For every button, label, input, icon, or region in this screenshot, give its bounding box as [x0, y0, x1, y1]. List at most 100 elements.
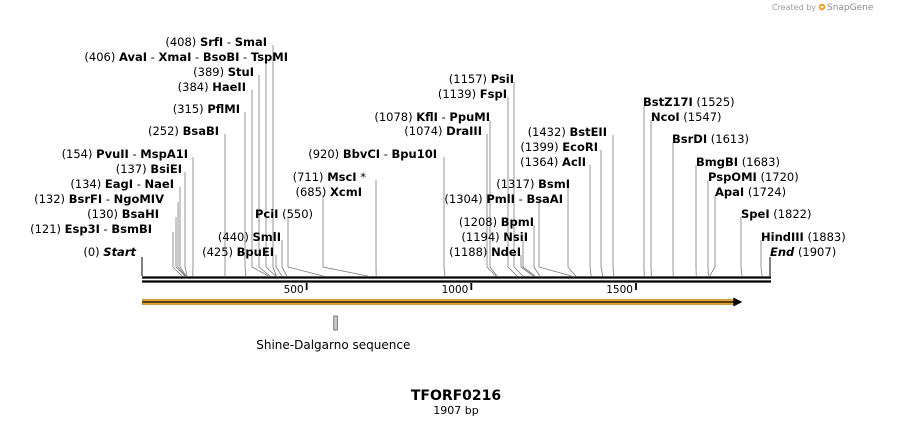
enzyme-name[interactable]: BstEII: [569, 125, 607, 139]
enzyme-name[interactable]: Bpu10I: [392, 147, 437, 161]
site-label-bmgbi[interactable]: BmgBI (1683): [696, 155, 780, 169]
enzyme-name[interactable]: NaeI: [145, 177, 174, 191]
site-label-pspomi[interactable]: PspOMI (1720): [708, 170, 799, 184]
enzyme-name[interactable]: BpuEI: [237, 245, 274, 259]
enzyme-name[interactable]: BsoBI: [203, 50, 240, 64]
site-label-xcmi[interactable]: (685) XcmI: [295, 185, 362, 199]
site-label-acli[interactable]: (1364) AclI: [520, 155, 586, 169]
site-label-eagi[interactable]: (134) EagI - NaeI: [70, 177, 174, 191]
enzyme-name[interactable]: XcmI: [330, 185, 362, 199]
site-label-kfli[interactable]: (1078) KflI - PpuMI: [374, 110, 490, 124]
enzyme-name[interactable]: BsaAI: [526, 192, 563, 206]
enzyme-name[interactable]: XmaI: [158, 50, 191, 64]
feature-box[interactable]: [333, 315, 338, 331]
enzyme-name[interactable]: End: [770, 245, 795, 259]
enzyme-name[interactable]: PciI: [255, 207, 278, 221]
enzyme-name[interactable]: SmaI: [235, 35, 267, 49]
enzyme-name[interactable]: AvaI: [119, 50, 147, 64]
enzyme-name[interactable]: BsrFI: [69, 192, 102, 206]
site-label-smli[interactable]: (440) SmlI: [218, 230, 281, 244]
enzyme-name[interactable]: Esp3I: [65, 222, 100, 236]
enzyme-name[interactable]: PspOMI: [708, 170, 757, 184]
site-label-stui[interactable]: (389) StuI: [193, 65, 254, 79]
site-label-avai[interactable]: (406) AvaI - XmaI - BsoBI - TspMI: [84, 50, 288, 64]
site-label-bsabi[interactable]: (252) BsaBI: [148, 124, 219, 138]
enzyme-name[interactable]: PpuMI: [449, 110, 490, 124]
site-label-psii[interactable]: (1157) PsiI: [449, 72, 514, 86]
enzyme-name[interactable]: StuI: [228, 65, 254, 79]
enzyme-name[interactable]: PmlI: [486, 192, 515, 206]
enzyme-name[interactable]: FspI: [480, 87, 507, 101]
site-position: (1432): [528, 125, 566, 139]
enzyme-name[interactable]: BsrDI: [672, 132, 707, 146]
site-label-pflmi[interactable]: (315) PflMI: [173, 102, 240, 116]
site-label-spei[interactable]: SpeI (1822): [741, 207, 812, 221]
enzyme-name[interactable]: NcoI: [651, 110, 680, 124]
enzyme-name[interactable]: HaeII: [212, 80, 246, 94]
site-label-pvuii[interactable]: (154) PvuII - MspA1I: [62, 147, 188, 161]
site-label-start[interactable]: (0) Start: [83, 245, 136, 259]
site-label-bsiei[interactable]: (137) BsiEI: [116, 162, 182, 176]
enzyme-name[interactable]: NdeI: [491, 245, 521, 259]
enzyme-name[interactable]: BsaBI: [183, 124, 219, 138]
enzyme-name[interactable]: BstZ17I: [643, 95, 693, 109]
enzyme-name[interactable]: SrfI: [200, 35, 223, 49]
site-label-hindiii[interactable]: HindIII (1883): [761, 230, 846, 244]
site-position: (1364): [520, 155, 558, 169]
enzyme-name[interactable]: BsmI: [538, 177, 570, 191]
enzyme-name[interactable]: ApaI: [715, 185, 744, 199]
enzyme-name[interactable]: SmlI: [253, 230, 282, 244]
site-label-haeii[interactable]: (384) HaeII: [178, 80, 246, 94]
site-label-ncoi[interactable]: NcoI (1547): [651, 110, 722, 124]
site-label-bsmi[interactable]: (1317) BsmI: [496, 177, 570, 191]
enzyme-name[interactable]: SpeI: [741, 207, 770, 221]
site-label-bsahi[interactable]: (130) BsaHI: [87, 207, 159, 221]
enzyme-name[interactable]: PvuII: [96, 147, 129, 161]
enzyme-name[interactable]: BbvCI: [343, 147, 380, 161]
site-label-esp3i[interactable]: (121) Esp3I - BsmBI: [30, 222, 152, 236]
site-label-srfi[interactable]: (408) SrfI - SmaI: [165, 35, 267, 49]
enzyme-name[interactable]: PflMI: [207, 102, 240, 116]
site-label-bpmi[interactable]: (1208) BpmI: [459, 215, 534, 229]
enzyme-name[interactable]: BsaHI: [122, 207, 159, 221]
enzyme-name[interactable]: BsmBI: [111, 222, 152, 236]
enzyme-name[interactable]: EcoRI: [562, 140, 598, 154]
site-label-pmli[interactable]: (1304) PmlI - BsaAI: [444, 192, 563, 206]
enzyme-name[interactable]: MscI: [327, 170, 356, 184]
enzyme-name[interactable]: NgoMIV: [114, 192, 164, 206]
site-label-ecori[interactable]: (1399) EcoRI: [520, 140, 598, 154]
enzyme-name[interactable]: KflI: [416, 110, 438, 124]
site-position: (440): [218, 230, 249, 244]
enzyme-name[interactable]: Start: [103, 245, 136, 259]
enzyme-name[interactable]: HindIII: [761, 230, 804, 244]
site-label-end[interactable]: End (1907): [770, 245, 836, 259]
site-label-bbvci[interactable]: (920) BbvCI - Bpu10I: [308, 147, 437, 161]
site-label-draiii[interactable]: (1074) DraIII: [404, 124, 482, 138]
enzyme-name[interactable]: TspMI: [251, 50, 288, 64]
enzyme-name[interactable]: PsiI: [491, 72, 514, 86]
enzyme-name[interactable]: EagI: [105, 177, 133, 191]
leader-line-pcii: [287, 217, 324, 277]
enzyme-name[interactable]: NsiI: [503, 230, 528, 244]
site-label-pcii[interactable]: PciI (550): [255, 207, 313, 221]
enzyme-name[interactable]: BmgBI: [696, 155, 738, 169]
site-label-bsrdi[interactable]: BsrDI (1613): [672, 132, 749, 146]
site-label-bstz17i[interactable]: BstZ17I (1525): [643, 95, 735, 109]
site-label-nsii[interactable]: (1194) NsiI: [461, 230, 528, 244]
leader-line-psii: [513, 82, 524, 277]
enzyme-name[interactable]: MspA1I: [140, 147, 188, 161]
enzyme-name[interactable]: AclI: [562, 155, 586, 169]
leader-line-fspi: [507, 97, 518, 277]
site-label-bpuei[interactable]: (425) BpuEI: [202, 245, 274, 259]
site-label-ndei[interactable]: (1188) NdeI: [449, 245, 521, 259]
site-label-msci[interactable]: (711) MscI *: [293, 170, 367, 184]
site-position: (685): [295, 185, 326, 199]
site-label-bsteii[interactable]: (1432) BstEII: [528, 125, 607, 139]
site-label-bsrfi[interactable]: (132) BsrFI - NgoMIV: [34, 192, 164, 206]
enzyme-name[interactable]: BpmI: [501, 215, 534, 229]
site-label-apai[interactable]: ApaI (1724): [715, 185, 786, 199]
site-position: (1399): [520, 140, 558, 154]
enzyme-name[interactable]: BsiEI: [150, 162, 182, 176]
site-label-fspi[interactable]: (1139) FspI: [438, 87, 507, 101]
enzyme-name[interactable]: DraIII: [446, 124, 482, 138]
